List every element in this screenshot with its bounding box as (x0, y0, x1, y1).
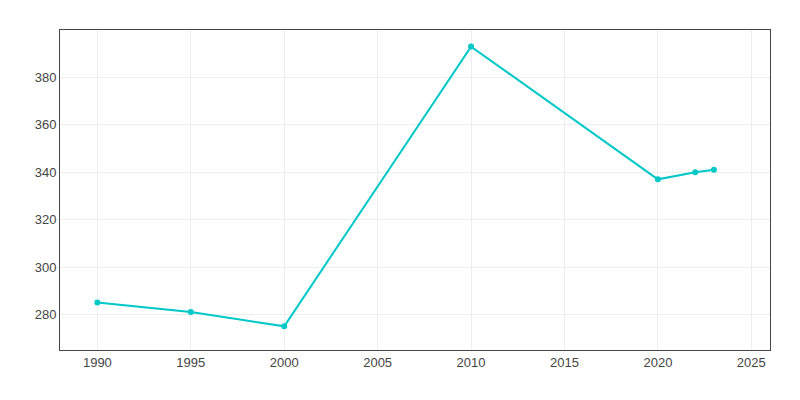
svg-text:2000: 2000 (270, 355, 299, 370)
svg-text:2010: 2010 (457, 355, 486, 370)
svg-text:320: 320 (35, 212, 57, 227)
svg-text:360: 360 (35, 117, 57, 132)
svg-text:280: 280 (35, 307, 57, 322)
svg-text:340: 340 (35, 165, 57, 180)
svg-text:2020: 2020 (643, 355, 672, 370)
svg-text:1995: 1995 (176, 355, 205, 370)
svg-text:1990: 1990 (83, 355, 112, 370)
svg-text:2015: 2015 (550, 355, 579, 370)
svg-text:300: 300 (35, 260, 57, 275)
svg-text:380: 380 (35, 70, 57, 85)
svg-text:2025: 2025 (737, 355, 766, 370)
svg-text:2005: 2005 (363, 355, 392, 370)
